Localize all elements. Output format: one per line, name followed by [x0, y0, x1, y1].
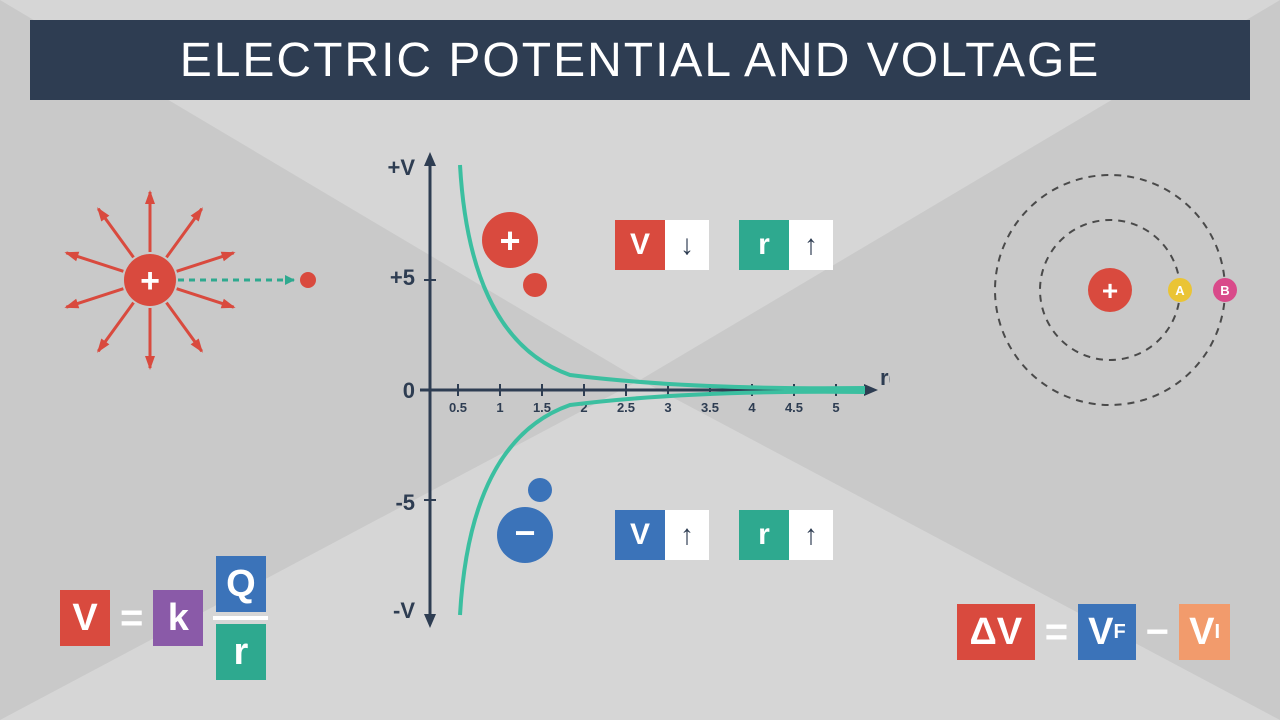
- svg-text:−: −: [514, 512, 535, 553]
- chip-k: k: [153, 590, 203, 646]
- chip-Q: Q: [216, 556, 266, 612]
- indicators-top: V ↓ r ↑: [615, 220, 833, 270]
- equals-sign: =: [1045, 610, 1068, 655]
- svg-text:+: +: [140, 262, 160, 300]
- svg-text:+5: +5: [390, 265, 415, 290]
- svg-text:-V: -V: [393, 598, 415, 623]
- orbit-diagram: + A B: [980, 160, 1240, 420]
- equals-sign: =: [120, 596, 143, 641]
- formula-voltage: ΔV = VF − VI: [957, 604, 1230, 660]
- svg-text:0: 0: [403, 378, 415, 403]
- svg-text:+V: +V: [387, 155, 415, 180]
- svg-text:-5: -5: [395, 490, 415, 515]
- chip-Vf: VF: [1078, 604, 1136, 660]
- indicator-V-down: V ↓: [615, 220, 709, 270]
- indicators-bottom: V ↑ r ↑: [615, 510, 833, 560]
- svg-text:r(m): r(m): [880, 365, 890, 390]
- svg-text:1: 1: [496, 400, 503, 415]
- minus-sign: −: [1146, 610, 1169, 655]
- fraction: Q r: [213, 556, 268, 680]
- indicator-r-up: r ↑: [739, 220, 833, 270]
- svg-text:+: +: [1102, 275, 1118, 306]
- formula-potential: V = k Q r: [60, 556, 268, 680]
- svg-text:B: B: [1220, 283, 1229, 298]
- svg-text:3: 3: [664, 400, 671, 415]
- chip-Vi: VI: [1179, 604, 1230, 660]
- chip-r: r: [216, 624, 266, 680]
- fraction-line: [213, 616, 268, 620]
- svg-text:+: +: [499, 220, 520, 261]
- potential-chart: +V +5 0 -5 -V r(m) 0.511.522.533.544.55 …: [370, 140, 890, 640]
- svg-text:3.5: 3.5: [701, 400, 719, 415]
- indicator-V-up: V ↑: [615, 510, 709, 560]
- title-text: ELECTRIC POTENTIAL AND VOLTAGE: [180, 33, 1101, 88]
- svg-text:A: A: [1175, 283, 1185, 298]
- title-bar: ELECTRIC POTENTIAL AND VOLTAGE: [30, 20, 1250, 100]
- chip-V: V: [60, 590, 110, 646]
- svg-text:5: 5: [832, 400, 839, 415]
- svg-text:0.5: 0.5: [449, 400, 467, 415]
- indicator-r-up2: r ↑: [739, 510, 833, 560]
- svg-text:2.5: 2.5: [617, 400, 635, 415]
- chip-deltaV: ΔV: [957, 604, 1035, 660]
- svg-text:4: 4: [748, 400, 756, 415]
- radial-charge-diagram: +: [50, 180, 330, 380]
- svg-text:4.5: 4.5: [785, 400, 803, 415]
